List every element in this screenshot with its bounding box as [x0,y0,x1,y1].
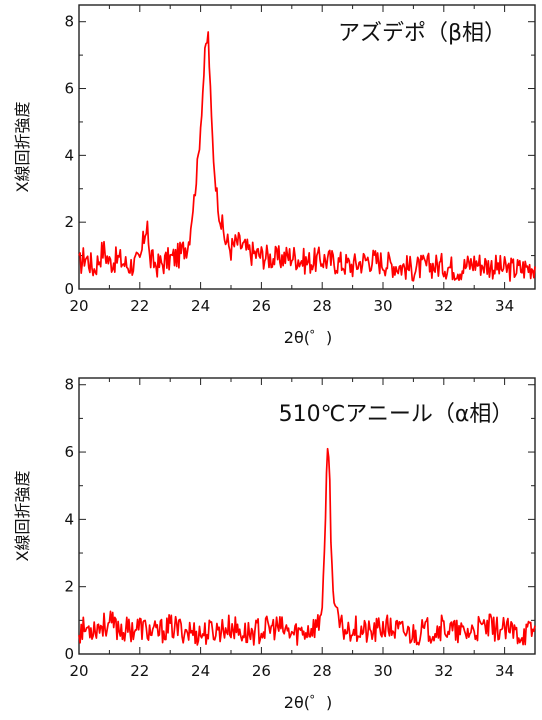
y-tick-label: 0 [64,645,74,663]
y-tick-label: 0 [64,280,74,298]
x-tick-label: 20 [69,662,88,680]
x-tick-label: 24 [191,297,210,315]
x-tick-label: 30 [373,662,392,680]
x-axis-label: 2θ(゜) [284,693,332,712]
x-axis-label: 2θ(゜) [284,328,332,347]
y-axis-label: X線回折強度 [13,102,32,193]
y-tick-labels: 0 2 4 6 8 [64,13,74,298]
x-tick-label: 28 [313,297,332,315]
x-tick-label: 28 [313,662,332,680]
plot-frame [78,377,536,655]
chart-title: 510℃アニール（α相） [279,402,514,427]
x-tick-label: 32 [434,662,453,680]
y-axis-label: X線回折強度 [13,471,32,562]
x-tick-label: 26 [252,662,271,680]
y-tick-label: 2 [64,578,74,596]
y-tick-label: 4 [64,510,74,528]
y-tick-label: 4 [64,146,74,164]
y-tick-label: 6 [64,443,74,461]
noise-trace [78,435,536,634]
y-tick-labels: 0 2 4 6 8 [64,376,74,663]
x-tick-label: 30 [373,297,392,315]
chart-title: アズデポ（β相） [338,21,506,46]
x-tick-label: 22 [130,662,149,680]
x-tick-label: 26 [252,297,271,315]
y-tick-label: 8 [64,13,74,31]
y-tick-label: 8 [64,376,74,394]
x-tick-label: 32 [434,297,453,315]
x-ticks [78,5,536,289]
x-tick-labels: 20 22 24 26 28 30 32 34 [69,662,514,680]
y-tick-label: 2 [64,213,74,231]
x-tick-label: 20 [69,297,88,315]
y-ticks [79,384,535,655]
plot-frame [78,4,536,290]
x-tick-label: 34 [495,662,514,680]
y-tick-label: 6 [64,80,74,98]
x-tick-label: 34 [495,297,514,315]
x-tick-labels: 20 22 24 26 28 30 32 34 [69,297,514,315]
y-ticks [79,21,535,290]
series-line [78,31,536,282]
x-ticks [78,378,536,654]
x-tick-label: 24 [191,662,210,680]
series-line [78,447,536,646]
x-tick-label: 22 [130,297,149,315]
